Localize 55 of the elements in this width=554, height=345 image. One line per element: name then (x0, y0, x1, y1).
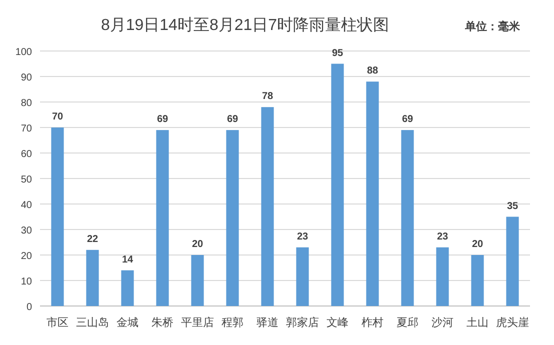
bar (51, 128, 64, 306)
data-label: 69 (156, 114, 168, 126)
data-label: 69 (226, 114, 238, 126)
data-label: 70 (52, 112, 64, 122)
bar (121, 270, 134, 306)
bar (506, 216, 519, 306)
bar (296, 247, 309, 306)
x-tick-label: 金城 (116, 316, 138, 329)
y-tick-label: 50 (20, 174, 32, 186)
bar (331, 64, 344, 306)
x-tick-label: 虎头崖 (496, 316, 529, 329)
y-tick-label: 10 (20, 276, 32, 288)
data-label: 22 (86, 234, 98, 245)
data-label: 35 (506, 200, 518, 212)
data-label: 88 (366, 66, 378, 77)
y-tick-label: 0 (26, 302, 32, 313)
data-label: 14 (122, 254, 134, 266)
data-label: 78 (262, 91, 274, 102)
bar (86, 250, 99, 306)
y-tick-label: 60 (20, 149, 32, 160)
y-tick-label: 30 (20, 226, 32, 236)
y-tick-label: 20 (20, 251, 32, 262)
data-label: 69 (402, 114, 414, 126)
data-label: 20 (192, 239, 204, 250)
x-tick-label: 程郭 (222, 316, 244, 329)
x-tick-label: 驿道 (256, 317, 278, 329)
x-tick-label: 土山 (466, 316, 488, 329)
data-label: 95 (332, 48, 344, 59)
data-label: 23 (296, 231, 308, 242)
x-tick-label: 夏邱 (396, 317, 418, 329)
x-tick-label: 郭家店 (286, 316, 319, 329)
x-tick-label: 三山岛 (76, 316, 109, 329)
y-tick-label: 40 (20, 200, 32, 211)
bar (226, 130, 239, 306)
x-tick-label: 朱桥 (152, 316, 174, 329)
bar (471, 255, 484, 306)
y-tick-label: 100 (15, 47, 32, 58)
x-tick-label: 文峰 (326, 316, 348, 329)
x-tick-label: 平里店 (181, 316, 214, 329)
y-tick-label: 70 (20, 124, 32, 134)
bar (261, 107, 274, 306)
x-tick-label: 市区 (46, 316, 68, 329)
x-tick-label: 沙河 (432, 316, 454, 329)
bar (366, 82, 379, 306)
text: 单位：毫米 (464, 20, 521, 33)
data-label: 23 (436, 231, 448, 242)
y-tick-label: 90 (20, 72, 32, 84)
data-label: 20 (472, 239, 484, 250)
bar (401, 130, 414, 306)
bar (156, 130, 169, 306)
bar (436, 247, 449, 306)
y-tick-label: 80 (20, 98, 32, 109)
chart-title: 8月19日14时至8月21日7时降雨量柱状图 (100, 16, 390, 34)
bar (191, 255, 204, 306)
x-tick-label: 柞村 (362, 316, 384, 329)
